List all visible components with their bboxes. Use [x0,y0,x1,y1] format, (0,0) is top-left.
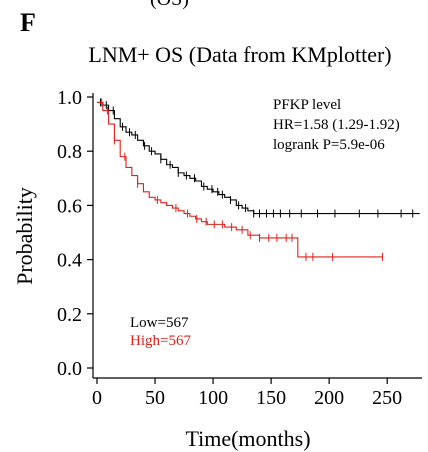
x-tick-label: 150 [256,387,286,409]
y-tick-label: 0.2 [57,304,82,326]
chart-title: LNM+ OS (Data from KMplotter) [88,42,391,67]
y-tick-label: 1.0 [57,87,82,109]
annotation-hazard-ratio: HR=1.58 (1.29-1.92) [273,117,400,133]
y-ticks: 0.0 0.2 0.4 0.6 0.8 1.0 [57,87,93,380]
x-axis-title: Time(months) [185,426,310,451]
x-tick-label: 100 [198,387,228,409]
y-tick-label: 0.4 [57,250,82,272]
x-tick-label: 200 [314,387,344,409]
clipped-heading: (OS) [150,0,189,11]
annotation-pfkp-level: PFKP level [273,97,341,113]
x-tick-label: 0 [92,387,102,409]
y-tick-label: 0.6 [57,195,82,217]
series-layer [97,98,420,261]
x-tick-label: 250 [372,387,402,409]
legend-low: Low=567 [130,315,189,331]
panel-letter: F [20,8,36,37]
y-tick-label: 0.8 [57,141,82,163]
series-line-low [97,101,420,215]
plot-frame [92,93,422,379]
annotation-logrank-p: logrank P=5.9e-06 [273,137,385,153]
legend-high: High=567 [130,333,191,349]
x-tick-label: 50 [145,387,165,409]
series-line-high [97,101,383,258]
x-ticks: 0 50 100 150 200 250 [92,378,402,409]
y-tick-label: 0.0 [57,358,82,380]
y-axis-title: Probability [12,187,37,285]
